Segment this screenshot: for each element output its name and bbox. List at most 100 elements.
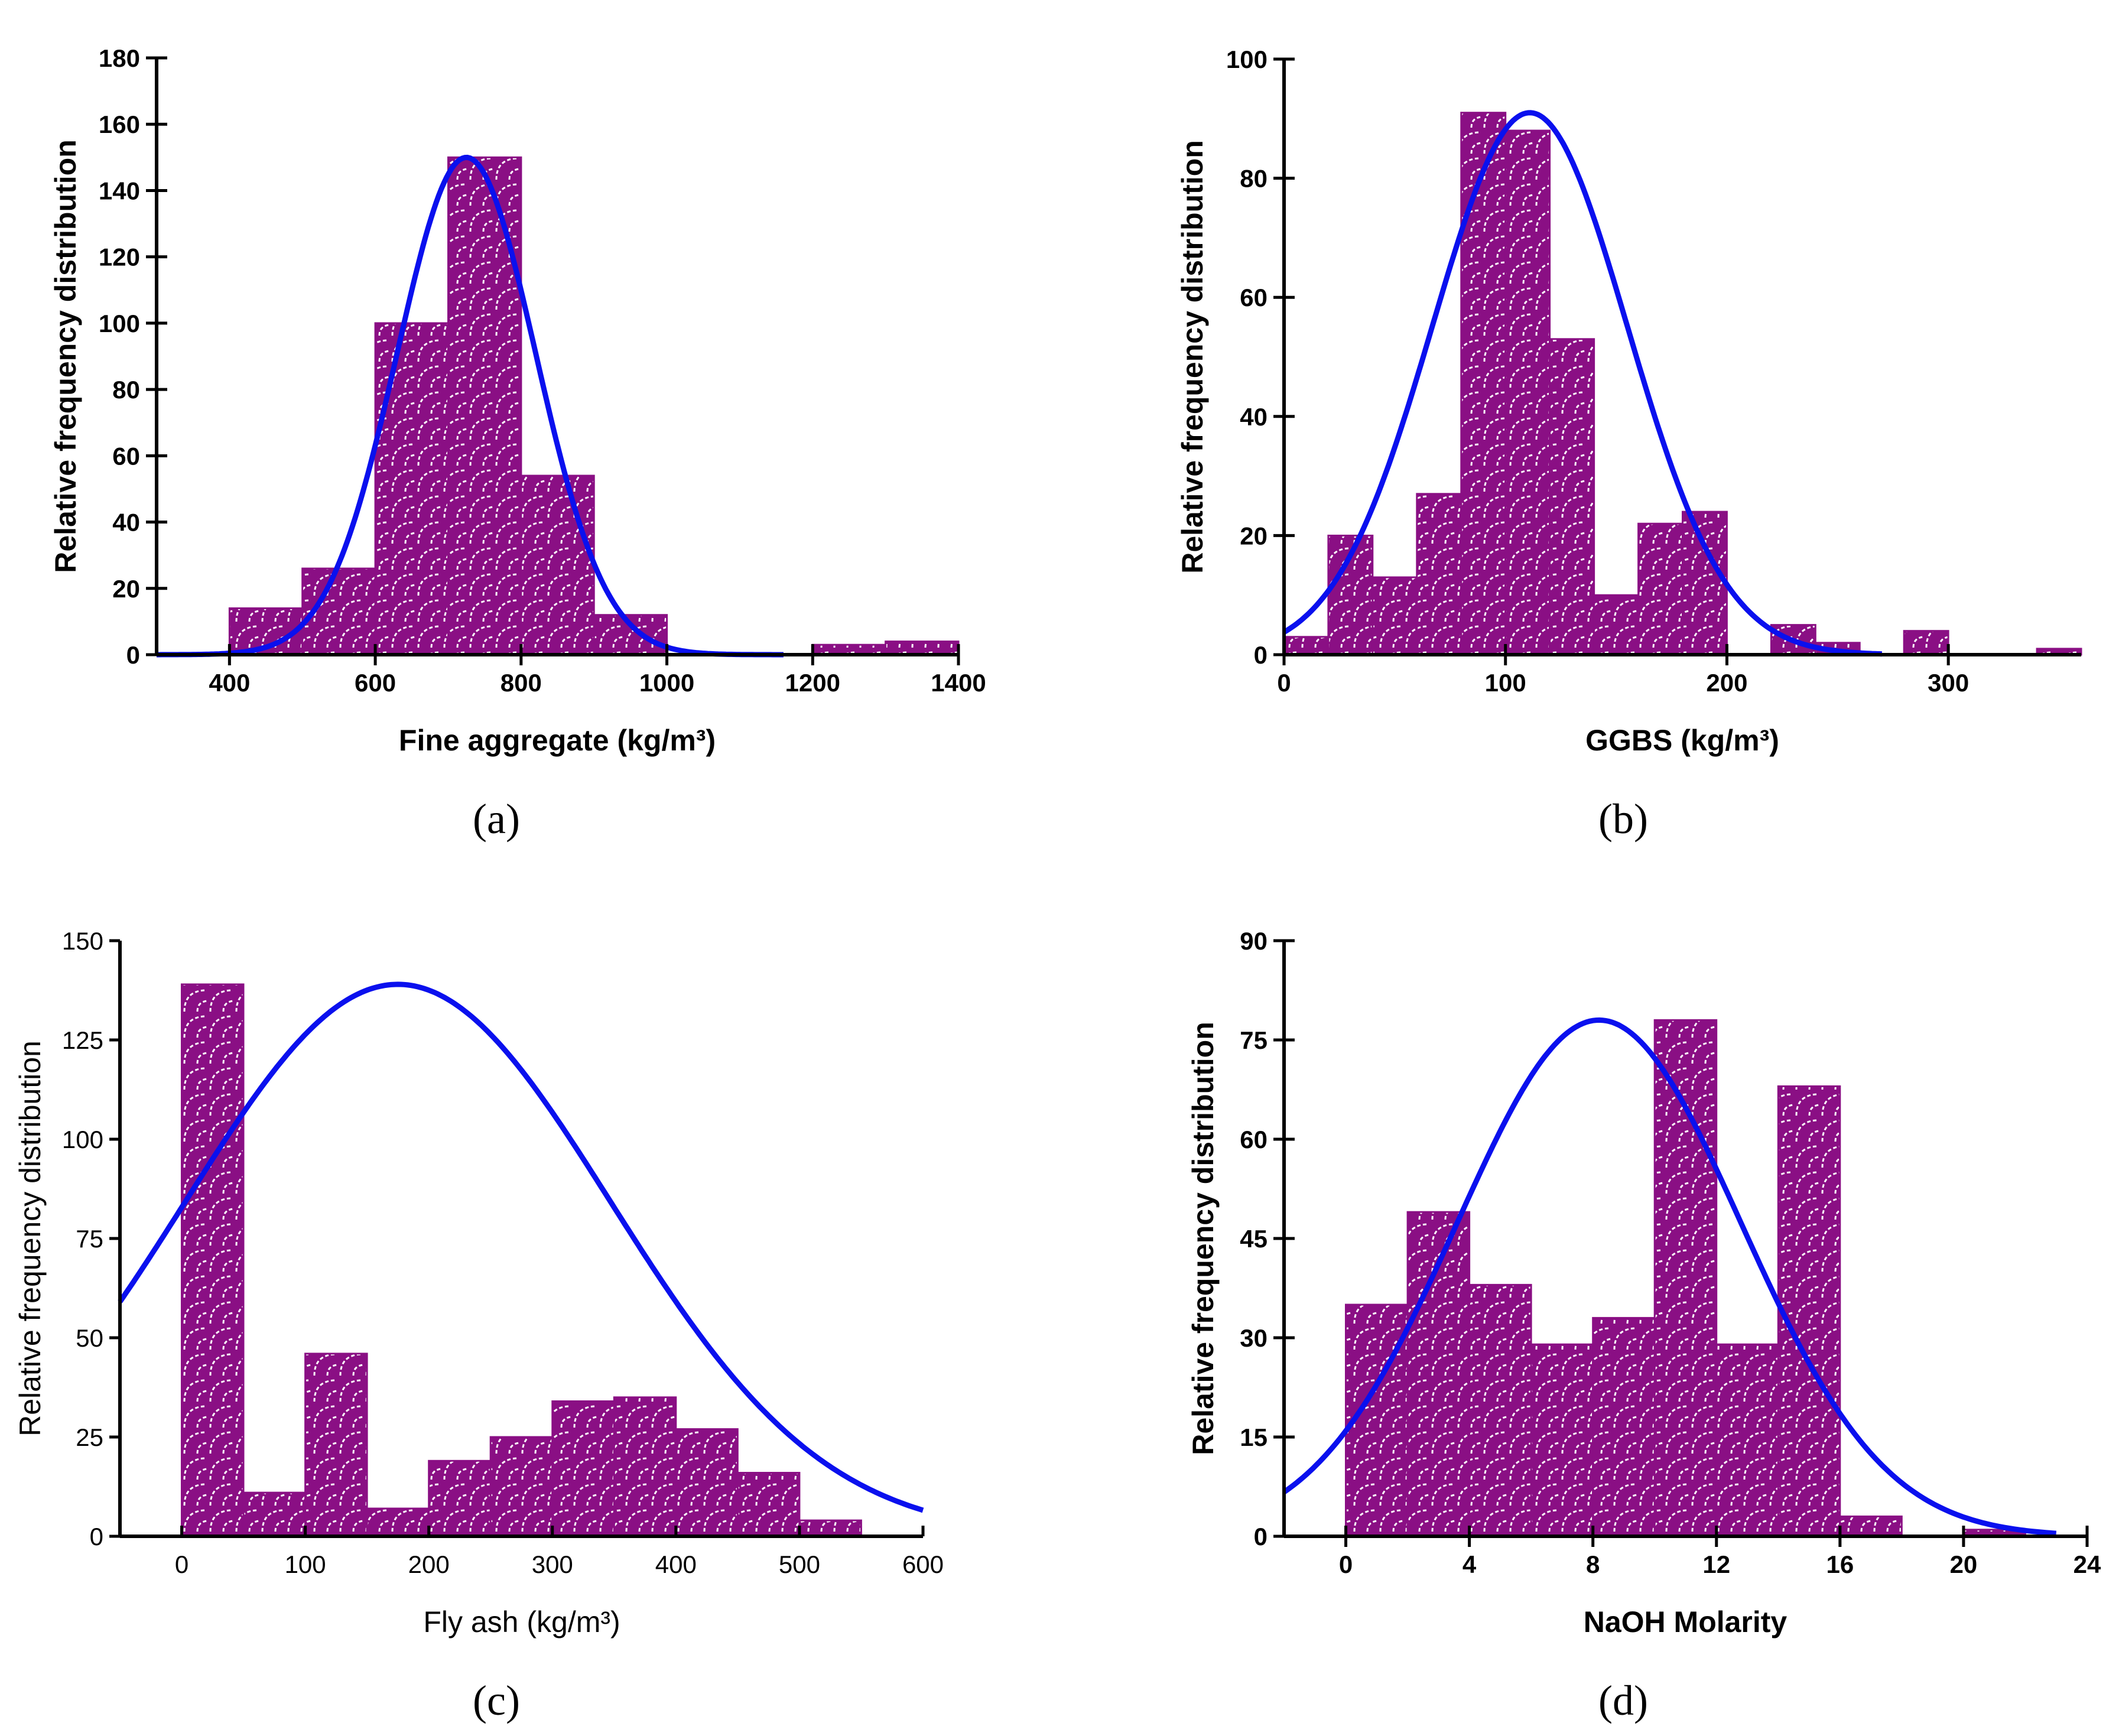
x-axis-title: GGBS (kg/m³) [1585,724,1779,757]
axes [146,56,960,665]
x-tick-label: 1400 [931,669,986,697]
x-tick-label: 4 [1462,1550,1477,1578]
histogram-bar [1592,1316,1656,1537]
y-tick-label: 100 [62,1126,103,1153]
histogram-bars [1345,1019,2026,1537]
x-axis-title: Fine aggregate (kg/m³) [399,724,716,757]
x-tick-label: 12 [1702,1550,1730,1578]
histogram-bars [181,983,862,1537]
y-tick-label: 150 [62,927,103,955]
x-tick-label: 500 [779,1550,820,1578]
tick-labels: 0 4 8 12 16 20 24 0 15 30 45 60 75 90 [1240,927,2101,1578]
y-tick-label: 40 [1240,403,1268,431]
histogram-bar [1637,522,1684,656]
panel-label: (c) [473,1677,520,1724]
histogram-bar [181,983,245,1537]
histogram-bar [551,1400,615,1537]
y-tick-label: 50 [76,1324,103,1352]
histogram-bar [1777,1085,1841,1537]
y-tick-label: 80 [1240,165,1268,193]
histogram-bar [366,1507,430,1537]
y-tick-label: 120 [99,243,140,271]
histogram-bar [1839,1515,1903,1537]
x-tick-label: 1000 [639,669,694,697]
tick-labels: 0 100 200 300 400 500 600 0 25 50 75 100 125 150 [62,927,944,1578]
normal-fit-curve [157,154,784,658]
histogram-bar [520,474,595,656]
axes [1273,57,2081,665]
histogram-bar [1682,511,1728,656]
y-tick-label: 60 [1240,284,1268,311]
histogram-bar [675,1428,739,1537]
y-tick-label: 90 [1240,927,1268,955]
y-tick-label: 0 [126,641,140,669]
panel-label: (b) [1598,795,1648,843]
axes [109,939,925,1538]
histogram-bar [1530,1343,1594,1537]
normal-fit-curve [1282,1017,2057,1536]
y-tick-label: 100 [99,310,140,337]
x-axis-title: NaOH Molarity [1584,1605,1788,1639]
y-axis-title: Relative frequency distribution [1176,140,1209,573]
histogram-bar [1416,493,1462,656]
normal-fit-curve [1282,110,1883,657]
x-tick-label: 20 [1950,1550,1978,1578]
y-tick-label: 125 [62,1026,103,1054]
histogram-bar [1653,1019,1718,1537]
x-tick-label: 24 [2074,1550,2101,1578]
chart-panel-b: 0 100 200 300 0 20 40 60 80 100 GGBS (kg/m³) Rela… [1176,45,2082,843]
x-tick-label: 600 [355,669,396,697]
histogram-bars [228,156,960,656]
y-tick-label: 140 [99,177,140,204]
histogram-bar [242,1491,307,1537]
x-tick-label: 600 [902,1550,944,1578]
y-tick-label: 180 [99,44,140,72]
x-tick-label: 100 [285,1550,326,1578]
panel-label: (a) [473,795,520,843]
chart-panel-c: 0 100 200 300 400 500 600 0 25 50 75 100 125 150 Fly … [14,927,944,1724]
x-tick-label: 800 [500,669,542,697]
histogram-bar [1283,636,1330,656]
histogram-bar [304,1353,368,1537]
panel-label: (d) [1598,1677,1648,1724]
histogram-bar [736,1472,801,1537]
x-axis-title: Fly ash (kg/m³) [423,1605,620,1639]
x-tick-label: 400 [209,669,250,697]
y-tick-label: 160 [99,110,140,138]
x-tick-label: 0 [1277,669,1291,697]
x-tick-label: 400 [655,1550,697,1578]
histogram-bar [1468,1283,1532,1537]
x-tick-label: 200 [1706,669,1747,697]
histogram-bar [1903,630,1949,656]
y-tick-label: 80 [112,376,140,404]
y-tick-label: 75 [76,1225,103,1253]
histogram-bar [447,156,522,656]
y-tick-label: 15 [1240,1423,1268,1451]
histogram-bar [1549,338,1595,656]
tick-labels: 0 100 200 300 0 20 40 60 80 100 [1226,45,1969,697]
y-tick-label: 0 [90,1523,103,1550]
y-tick-label: 30 [1240,1324,1268,1352]
histogram-bar [1460,112,1507,656]
histogram-bar [1593,594,1640,656]
y-tick-label: 45 [1240,1225,1268,1253]
y-tick-label: 0 [1254,1523,1268,1550]
x-tick-label: 0 [1339,1550,1353,1578]
y-tick-label: 20 [1240,522,1268,550]
y-axis-title: Relative frequency distribution [14,1041,47,1436]
x-tick-label: 1200 [785,669,840,697]
y-tick-label: 20 [112,575,140,603]
histogram-bar [374,322,449,656]
x-tick-label: 16 [1826,1550,1854,1578]
y-tick-label: 25 [76,1423,103,1451]
y-tick-label: 100 [1226,45,1268,73]
chart-panel-d: 0 4 8 12 16 20 24 0 15 30 45 60 75 90 NaOH Molarity R… [1187,927,2101,1724]
x-tick-label: 0 [175,1550,188,1578]
y-axis-title: Relative frequency distribution [1187,1022,1220,1455]
y-tick-label: 60 [112,442,140,470]
normal-fit-curve [118,981,924,1513]
histogram-bar [613,1396,677,1537]
histogram-bar [885,641,960,656]
histogram-bar [1715,1343,1779,1537]
y-tick-label: 75 [1240,1026,1268,1054]
